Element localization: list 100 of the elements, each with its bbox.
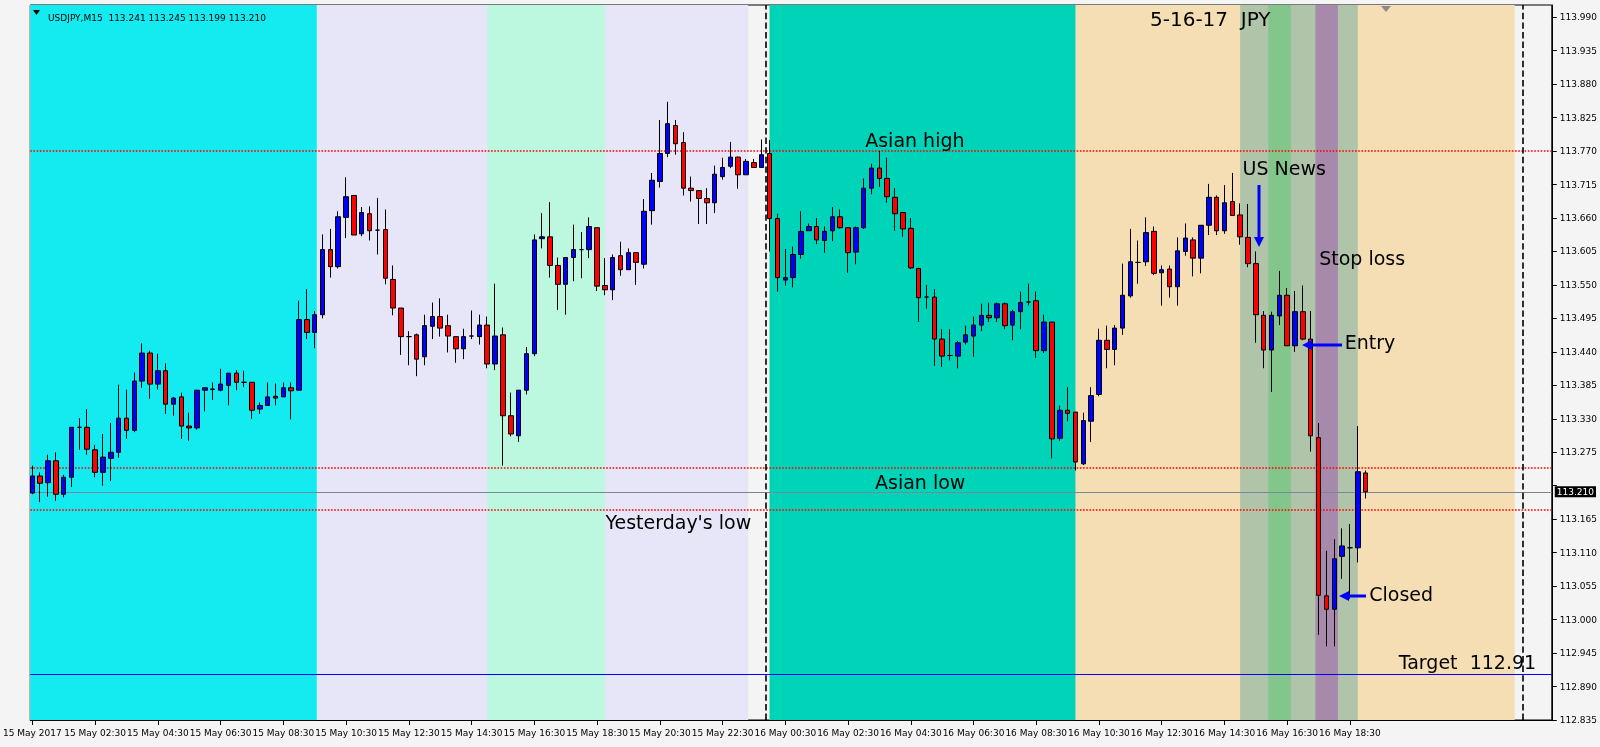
candlestick xyxy=(1057,404,1063,442)
candlestick xyxy=(281,381,286,398)
candlestick xyxy=(579,231,584,279)
x-tick-label: 15 May 02:30 xyxy=(64,727,127,738)
candlestick xyxy=(743,158,749,176)
annotation: Entry xyxy=(1344,331,1396,353)
candlestick xyxy=(971,316,976,358)
x-tick-label: 15 May 2017 xyxy=(2,727,62,738)
candlestick xyxy=(508,392,514,437)
candlestick xyxy=(806,222,812,232)
y-tick-label: 113.660 xyxy=(1559,212,1598,223)
x-tick-label: 15 May 04:30 xyxy=(126,727,189,738)
candlestick xyxy=(626,247,631,271)
y-tick-label: 112.890 xyxy=(1559,681,1598,692)
candlestick xyxy=(1135,239,1141,285)
y-tick-label: 112.835 xyxy=(1559,715,1597,725)
candlestick xyxy=(116,384,121,459)
candlestick xyxy=(869,163,874,195)
candlestick xyxy=(657,119,663,189)
candlestick xyxy=(555,257,561,311)
candlestick xyxy=(979,303,984,332)
candlestick xyxy=(484,316,490,369)
annotation: US News xyxy=(1242,157,1326,179)
candlestick xyxy=(367,205,372,241)
candlestick xyxy=(194,389,200,431)
candlestick xyxy=(955,340,961,369)
candlestick xyxy=(179,392,184,440)
candlestick xyxy=(453,336,459,364)
candlestick xyxy=(492,283,498,371)
candlestick xyxy=(437,297,443,338)
y-tick-label: 113.110 xyxy=(1559,547,1598,558)
candlestick xyxy=(202,386,208,412)
candlestick xyxy=(69,426,74,488)
candlestick xyxy=(1049,321,1055,459)
candlestick xyxy=(641,198,647,269)
candlestick xyxy=(775,213,780,293)
candlestick xyxy=(1300,285,1306,341)
x-tick-label: 15 May 10:30 xyxy=(315,727,378,738)
candlestick xyxy=(422,314,427,366)
candlestick xyxy=(1175,236,1180,307)
candlestick xyxy=(618,241,623,277)
candlestick xyxy=(986,302,992,323)
candlestick xyxy=(1010,309,1015,341)
candlestick xyxy=(563,256,568,316)
y-tick-label: 113.055 xyxy=(1559,581,1597,592)
candlestick xyxy=(288,381,294,420)
candlestick xyxy=(963,325,968,346)
candlestick xyxy=(696,190,702,225)
candlestick xyxy=(390,264,396,316)
y-tick-label: 113.000 xyxy=(1559,614,1598,625)
candlestick xyxy=(1081,412,1086,466)
candlestick xyxy=(100,433,106,487)
candlestick xyxy=(1292,290,1298,353)
candlestick xyxy=(139,342,145,389)
candlestick xyxy=(547,201,553,279)
candlestick xyxy=(249,381,255,420)
x-tick-label: 16 May 06:30 xyxy=(942,727,1005,738)
candlestick xyxy=(1347,523,1353,600)
x-tick-label: 15 May 16:30 xyxy=(503,727,566,738)
candlestick xyxy=(132,372,137,433)
candlestick xyxy=(61,474,66,498)
candlestick xyxy=(343,176,349,239)
candlestick xyxy=(328,228,333,279)
candlestick xyxy=(461,328,466,360)
candlestick xyxy=(1159,264,1164,307)
candlestick xyxy=(1198,224,1204,274)
x-tick-label: 16 May 18:30 xyxy=(1319,727,1382,738)
candlestick xyxy=(351,194,357,236)
candlestick xyxy=(108,422,114,482)
candlestick xyxy=(861,177,866,230)
candlestick xyxy=(822,226,827,254)
candlestick xyxy=(1018,291,1023,330)
candlestick xyxy=(532,233,537,357)
candlestick xyxy=(610,253,615,301)
candlestick xyxy=(1096,328,1102,397)
candlestick xyxy=(320,233,325,319)
candlestick xyxy=(790,246,796,288)
candlestick xyxy=(359,206,364,237)
candlestick xyxy=(30,465,35,495)
ref-line-label: 113.210 xyxy=(1556,486,1595,497)
candlestick xyxy=(924,284,929,310)
candlestick xyxy=(1230,172,1235,217)
y-tick-label: 113.825 xyxy=(1559,112,1597,123)
candlestick xyxy=(296,300,302,392)
candlestick xyxy=(1324,550,1329,647)
candlestick xyxy=(1355,425,1361,563)
candlestick xyxy=(1339,527,1345,580)
candlestick xyxy=(398,307,404,356)
candlestick xyxy=(1237,202,1243,246)
candlestick xyxy=(1065,386,1070,422)
candlestick xyxy=(939,328,945,368)
y-tick-label: 113.990 xyxy=(1559,12,1598,23)
x-tick-label: 16 May 10:30 xyxy=(1068,727,1131,738)
x-tick-label: 16 May 02:30 xyxy=(817,727,880,738)
y-tick-label: 112.945 xyxy=(1559,648,1597,659)
candlestick xyxy=(155,353,161,391)
y-tick-label: 113.440 xyxy=(1559,346,1598,357)
candlestick xyxy=(524,346,529,395)
candlestick xyxy=(1183,222,1188,257)
candlestick xyxy=(1128,228,1133,299)
